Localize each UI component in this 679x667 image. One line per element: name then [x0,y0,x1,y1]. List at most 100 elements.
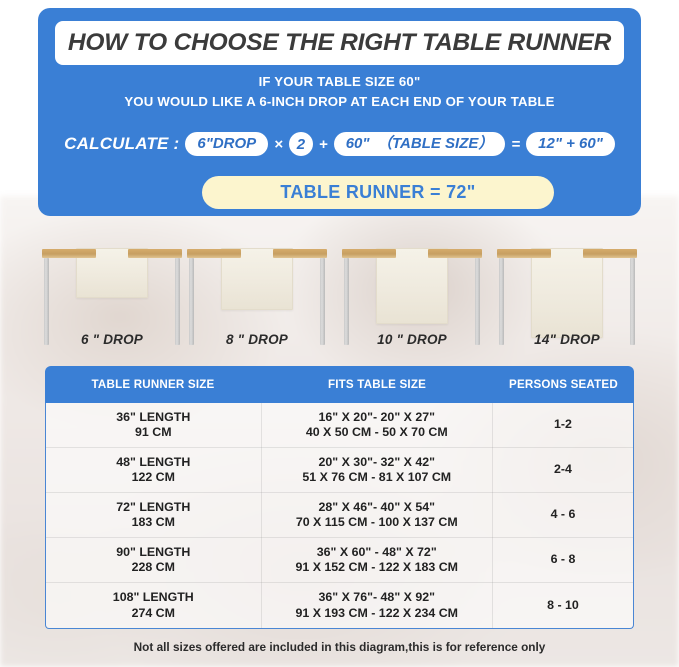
column-divider [260,447,262,493]
result-banner: TABLE RUNNER = 72" [202,176,554,209]
runner-size-inches: 90" LENGTH [116,544,191,559]
table-top-left [187,249,241,258]
table-body: 36" LENGTH 91 CM 16" X 20"- 20" X 27" 40… [45,402,634,629]
result-expression-pill: 12" + 60" [526,132,615,156]
subtitle-line-2: YOU WOULD LIKE A 6-INCH DROP AT EACH END… [124,94,555,109]
table-top-right [428,249,482,258]
runner-size-inches: 108" LENGTH [112,590,194,604]
table-row: 108" LENGTH 274 CM 36" X 76"- 48" X 92" … [46,583,633,628]
cell-fits-table-size: 36" X 60" - 48" X 72" 91 X 152 CM - 122 … [262,545,492,576]
table-leg-right [475,258,480,345]
table-row: 90" LENGTH 228 CM 36" X 60" - 48" X 72" … [46,537,633,583]
runner-size-cm: 91 CM [135,425,172,439]
cell-runner-size: 48" LENGTH 122 CM [46,455,261,486]
cell-persons-seated: 2-4 [554,462,572,477]
calculator-panel: HOW TO CHOOSE THE RIGHT TABLE RUNNER IF … [38,8,641,216]
footnote: Not all sizes offered are included in th… [133,640,546,654]
multiply-operator: × [274,135,283,153]
table-leg-left [499,258,504,345]
table-top-right [583,249,637,258]
fits-size-inches: 16" X 20"- 20" X 27" [318,409,436,424]
calculate-label: CALCULATE : [64,134,180,153]
cell-runner-size: 36" LENGTH 91 CM [46,410,261,441]
table-top-right [128,249,182,258]
table-top-left [342,249,396,258]
runner-cloth [376,248,448,324]
size-chart-table: TABLE RUNNER SIZE FITS TABLE SIZE PERSON… [45,366,634,629]
drop-illustrations: 6 " DROP 8 " DROP 10 " DROP 14" DROP [38,235,641,350]
drop-illustration-10: 10 " DROP [338,235,486,350]
cell-persons-seated: 8 - 10 [547,597,579,612]
cell-runner-size: 72" LENGTH 183 CM [46,500,261,531]
page-title: HOW TO CHOOSE THE RIGHT TABLE RUNNER [67,29,612,56]
fits-size-inches: 36" X 60" - 48" X 72" [316,544,437,559]
table-leg-left [44,258,49,345]
table-size-pill: 60" （TABLE SIZE） [333,132,506,156]
multiplier-pill: 2 [288,132,313,156]
table-top-left [42,249,96,258]
runner-size-inches: 72" LENGTH [116,499,191,514]
table-leg-left [344,258,349,345]
column-divider [491,537,493,583]
table-leg-right [175,258,180,345]
runner-size-cm: 183 CM [131,515,175,529]
cell-persons-seated: 6 - 8 [550,552,576,567]
runner-size-cm: 274 CM [131,605,175,620]
drop-illustration-8: 8 " DROP [183,235,331,350]
fits-size-cm: 91 X 193 CM - 122 X 234 CM [295,605,459,620]
column-divider [260,492,262,538]
column-divider [260,402,262,448]
runner-cloth [531,248,603,338]
drop-value-pill: 6"DROP [185,132,269,156]
runner-size-inches: 36" LENGTH [116,409,191,424]
cell-fits-table-size: 16" X 20"- 20" X 27" 40 X 50 CM - 50 X 7… [262,410,492,441]
plus-operator: + [318,135,328,153]
calculation-formula: CALCULATE : 6"DROP × 2 + 60" （TABLE SIZE… [38,132,641,156]
column-divider [491,583,493,628]
table-row: 48" LENGTH 122 CM 20" X 30"- 32" X 42" 5… [46,447,633,493]
fits-size-cm: 51 X 76 CM - 81 X 107 CM [302,470,452,484]
cell-fits-table-size: 36" X 76"- 48" X 92" 91 X 193 CM - 122 X… [262,590,492,621]
runner-size-inches: 48" LENGTH [116,454,191,469]
result-text: TABLE RUNNER = 72" [280,182,476,202]
subtitle-line-1: IF YOUR TABLE SIZE 60" [258,74,421,89]
drop-label: 10 " DROP [377,332,447,347]
table-leg-right [320,258,325,345]
title-box: HOW TO CHOOSE THE RIGHT TABLE RUNNER [55,21,624,65]
column-header-fits-table-size: FITS TABLE SIZE [327,378,427,391]
drop-illustration-14: 14" DROP [493,235,641,350]
cell-persons-seated: 1-2 [554,417,572,432]
table-top-right [273,249,327,258]
table-row: 72" LENGTH 183 CM 28" X 46"- 40" X 54" 7… [46,492,633,538]
table-row: 36" LENGTH 91 CM 16" X 20"- 20" X 27" 40… [46,402,633,448]
table-top-left [497,249,551,258]
cell-persons-seated: 4 - 6 [550,507,576,522]
drop-label: 6 " DROP [80,332,143,347]
table-leg-left [189,258,194,345]
runner-size-cm: 122 CM [131,470,175,484]
table-leg-right [630,258,635,345]
fits-size-inches: 20" X 30"- 32" X 42" [318,454,436,469]
cell-runner-size: 90" LENGTH 228 CM [46,545,261,576]
column-header-persons-seated: PERSONS SEATED [509,378,618,391]
drop-illustration-6: 6 " DROP [38,235,186,350]
column-divider [260,583,262,628]
runner-size-cm: 228 CM [131,560,175,574]
fits-size-cm: 70 X 115 CM - 100 X 137 CM [295,515,458,529]
equals-operator: = [511,135,521,153]
runner-cloth [221,248,293,310]
fits-size-cm: 40 X 50 CM - 50 X 70 CM [305,425,448,439]
column-header-runner-size: TABLE RUNNER SIZE [91,378,215,391]
cell-fits-table-size: 20" X 30"- 32" X 42" 51 X 76 CM - 81 X 1… [262,455,492,486]
cell-runner-size: 108" LENGTH 274 CM [46,590,261,621]
column-divider [491,447,493,493]
column-divider [491,492,493,538]
drop-label: 14" DROP [534,332,600,347]
drop-label: 8 " DROP [225,332,288,347]
fits-size-inches: 28" X 46"- 40" X 54" [318,499,436,514]
subtitle: IF YOUR TABLE SIZE 60" YOU WOULD LIKE A … [38,72,641,112]
column-divider [260,537,262,583]
fits-size-cm: 91 X 152 CM - 122 X 183 CM [295,560,459,574]
cell-fits-table-size: 28" X 46"- 40" X 54" 70 X 115 CM - 100 X… [262,500,492,531]
column-divider [491,402,493,448]
